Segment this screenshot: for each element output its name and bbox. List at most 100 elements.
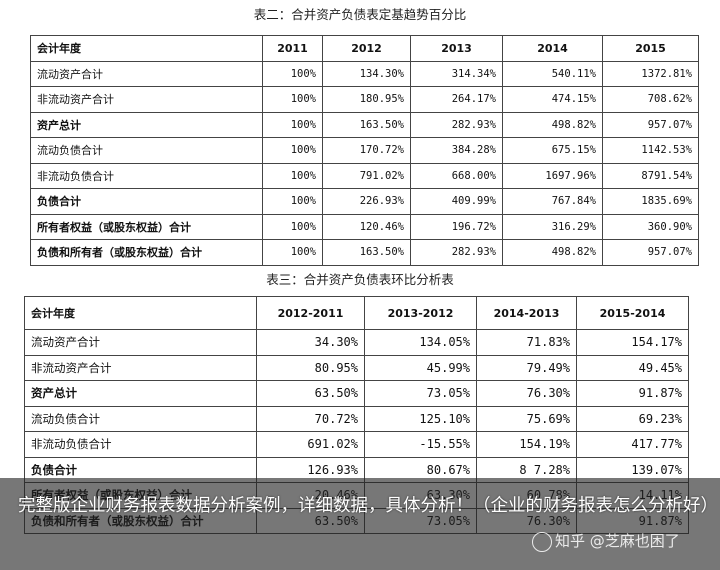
table-row: 资产总计 100% 163.50% 282.93% 498.82% 957.07% xyxy=(30,111,699,138)
table-row: 流动负债合计 100% 170.72% 384.28% 675.15% 1142.53% xyxy=(30,137,699,164)
watermark-text: 知乎 @芝麻也困了 xyxy=(555,532,680,550)
table-cell: 1142.53% xyxy=(602,137,699,164)
header-row: 会计年度 2011 2012 2013 2014 2015 xyxy=(30,35,699,62)
table-cell: 314.34% xyxy=(410,60,503,87)
column-header: 会计年度 xyxy=(30,35,263,62)
table-cell: 154.17% xyxy=(576,329,689,356)
row-label: 非流动负债合计 xyxy=(30,162,263,189)
zhihu-logo-icon xyxy=(532,531,552,552)
caption-overlay xyxy=(0,478,720,570)
table-cell: 154.19% xyxy=(476,431,577,458)
table-cell: 691.02% xyxy=(256,431,365,458)
table-cell: 100% xyxy=(262,213,323,240)
table-cell: 1835.69% xyxy=(602,188,699,215)
article-title[interactable]: 完整版企业财务报表数据分析案例，详细数据，具体分析！（企业的财务报表怎么分析好） xyxy=(18,496,718,516)
table-cell: 316.29% xyxy=(502,213,603,240)
table-cell: 196.72% xyxy=(410,213,503,240)
table-cell: 134.30% xyxy=(322,60,411,87)
table-cell: 474.15% xyxy=(502,86,603,113)
table-cell: 76.30% xyxy=(476,380,577,407)
table-cell: 134.05% xyxy=(364,329,477,356)
column-header: 2012 xyxy=(322,35,411,62)
table-cell: 384.28% xyxy=(410,137,503,164)
table-row: 资产总计 63.50% 73.05% 76.30% 91.87% xyxy=(24,380,689,407)
table-cell: 1697.96% xyxy=(502,162,603,189)
table-cell: 163.50% xyxy=(322,239,411,266)
table-row: 负债和所有者（或股东权益）合计 100% 163.50% 282.93% 498.82%… xyxy=(30,239,699,266)
table-cell: 49.45% xyxy=(576,354,689,381)
table-caption: 表二：合并资产负债表定基趋势百分比 xyxy=(253,7,467,22)
table-cell: 100% xyxy=(262,60,323,87)
table-cell: 100% xyxy=(262,239,323,266)
table-cell: 34.30% xyxy=(256,329,365,356)
table-cell: 100% xyxy=(262,137,323,164)
table-row: 所有者权益（或股东权益）合计 100% 120.46% 196.72% 316.29% 3… xyxy=(30,213,699,240)
table-row: 负债合计 100% 226.93% 409.99% 767.84% 1835.69% xyxy=(30,188,699,215)
table-cell: 125.10% xyxy=(364,405,477,432)
row-label: 流动负债合计 xyxy=(30,137,263,164)
table-cell: 79.49% xyxy=(476,354,577,381)
table-row: 非流动资产合计 80.95% 45.99% 79.49% 49.45% xyxy=(24,354,689,381)
table-caption: 表三：合并资产负债表环比分析表 xyxy=(266,272,454,287)
table-cell: 8791.54% xyxy=(602,162,699,189)
row-label: 流动资产合计 xyxy=(30,60,263,87)
row-label: 负债合计 xyxy=(30,188,263,215)
table-cell: 80.95% xyxy=(256,354,365,381)
table-cell: 708.62% xyxy=(602,86,699,113)
table-cell: 91.87% xyxy=(576,380,689,407)
table-cell: 668.00% xyxy=(410,162,503,189)
table-cell: 1372.81% xyxy=(602,60,699,87)
column-header: 2015 xyxy=(602,35,699,62)
table-cell: 498.82% xyxy=(502,111,603,138)
table-cell: 100% xyxy=(262,86,323,113)
column-header: 2014 xyxy=(502,35,603,62)
column-header: 2011 xyxy=(262,35,323,62)
table-cell: 170.72% xyxy=(322,137,411,164)
table-cell: 675.15% xyxy=(502,137,603,164)
table-row: 流动资产合计 34.30% 134.05% 71.83% 154.17% xyxy=(24,329,689,356)
row-label: 非流动资产合计 xyxy=(24,354,257,381)
table-cell: 540.11% xyxy=(502,60,603,87)
table-cell: 69.23% xyxy=(576,405,689,432)
table-row: 流动负债合计 70.72% 125.10% 75.69% 69.23% xyxy=(24,405,689,432)
table-row: 非流动负债合计 691.02% -15.55% 154.19% 417.77% xyxy=(24,431,689,458)
table-cell: 71.83% xyxy=(476,329,577,356)
trend-percentage-table: 会计年度 2011 2012 2013 2014 2015 流动资产合计 100% 134.30… xyxy=(30,35,699,266)
row-label: 流动负债合计 xyxy=(24,405,257,432)
table-cell: 417.77% xyxy=(576,431,689,458)
table-row: 非流动资产合计 100% 180.95% 264.17% 474.15% 708.62% xyxy=(30,86,699,113)
row-label: 资产总计 xyxy=(24,380,257,407)
row-label: 非流动资产合计 xyxy=(30,86,263,113)
table-cell: 957.07% xyxy=(602,239,699,266)
table-cell: 957.07% xyxy=(602,111,699,138)
row-label: 流动资产合计 xyxy=(24,329,257,356)
row-label: 负债和所有者（或股东权益）合计 xyxy=(30,239,263,266)
column-header: 2015-2014 xyxy=(576,296,689,330)
table-row: 流动资产合计 100% 134.30% 314.34% 540.11% 1372.81% xyxy=(30,60,699,87)
row-label: 非流动负债合计 xyxy=(24,431,257,458)
table-cell: 282.93% xyxy=(410,239,503,266)
column-header: 2012-2011 xyxy=(256,296,365,330)
table-cell: 45.99% xyxy=(364,354,477,381)
row-label: 所有者权益（或股东权益）合计 xyxy=(30,213,263,240)
table-cell: 360.90% xyxy=(602,213,699,240)
table-cell: 791.02% xyxy=(322,162,411,189)
table-cell: 264.17% xyxy=(410,86,503,113)
table-cell: 70.72% xyxy=(256,405,365,432)
table-cell: 163.50% xyxy=(322,111,411,138)
table-row: 非流动负债合计 100% 791.02% 668.00% 1697.96% 8791.54… xyxy=(30,162,699,189)
row-label: 资产总计 xyxy=(30,111,263,138)
column-header: 2013-2012 xyxy=(364,296,477,330)
table-cell: 73.05% xyxy=(364,380,477,407)
header-row: 会计年度 2012-2011 2013-2012 2014-2013 2015-2014 xyxy=(24,296,689,330)
table-cell: 100% xyxy=(262,111,323,138)
table-cell: 498.82% xyxy=(502,239,603,266)
table-cell: -15.55% xyxy=(364,431,477,458)
table-cell: 180.95% xyxy=(322,86,411,113)
table-cell: 100% xyxy=(262,162,323,189)
column-header: 2013 xyxy=(410,35,503,62)
table-cell: 63.50% xyxy=(256,380,365,407)
table-cell: 767.84% xyxy=(502,188,603,215)
table-cell: 75.69% xyxy=(476,405,577,432)
table-cell: 282.93% xyxy=(410,111,503,138)
